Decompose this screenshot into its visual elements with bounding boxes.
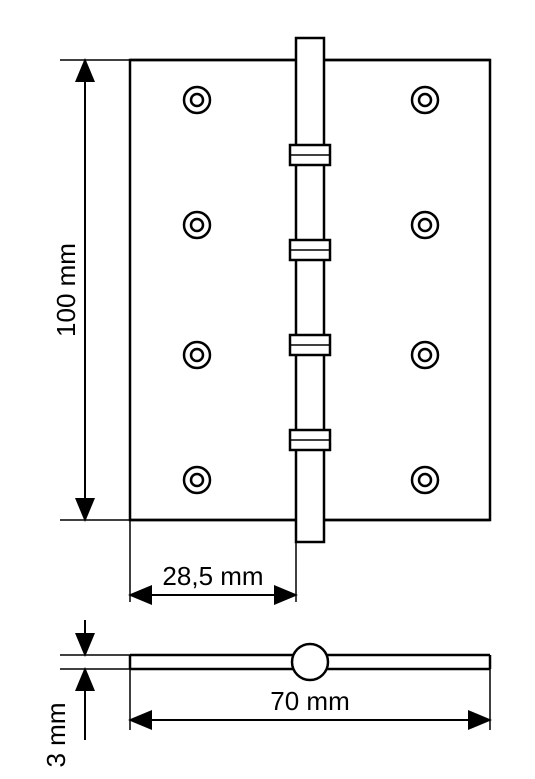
knuckle-barrel [296, 38, 324, 542]
dim-leaf-width-label: 28,5 mm [162, 561, 263, 591]
dim-height-label: 100 mm [51, 243, 81, 337]
dim-height: 100 mm [51, 60, 130, 520]
dim-width-label: 70 mm [270, 686, 349, 716]
top-view [130, 644, 490, 680]
hinge-diagram: 100 mm 28,5 mm 70 mm 3 mm [0, 0, 535, 779]
dim-thickness: 3 mm [41, 620, 130, 768]
dim-thickness-label: 3 mm [41, 703, 71, 768]
dim-leaf-width: 28,5 mm [130, 520, 296, 602]
knuckle-top-circle [292, 644, 328, 680]
